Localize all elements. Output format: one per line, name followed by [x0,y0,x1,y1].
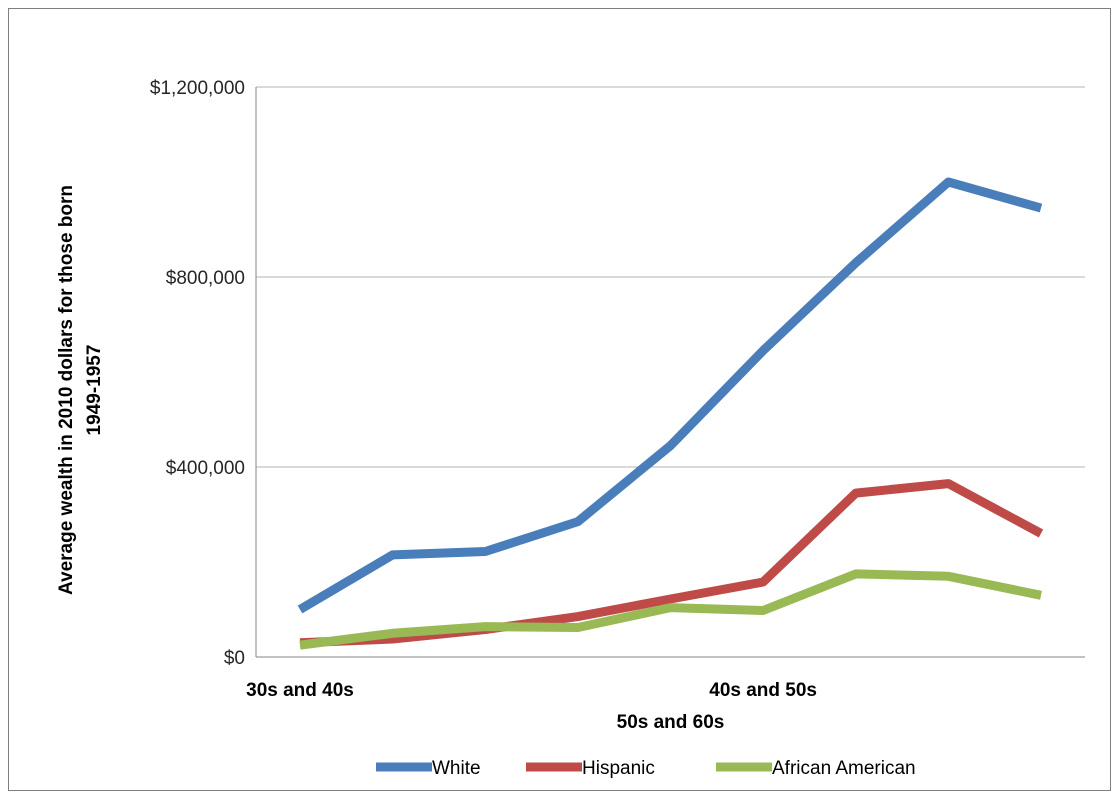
y-axis-label-line-1: Average wealth in 2010 dollars for those… [56,185,77,595]
y-tick-label: $1,200,000 [150,78,245,99]
x-axis-category-labels: 30s and 40s 40s and 50s 50s and 60s [246,680,817,733]
y-tick-label: $0 [224,648,245,669]
y-tick-label: $800,000 [166,268,245,289]
legend-label: White [432,758,481,779]
y-tick-label: $400,000 [166,458,245,479]
y-axis-label-line-2: 1949-1957 [84,345,105,436]
legend-label: African American [772,758,916,779]
series-lines [297,177,1044,650]
y-axis-ticks: $0 $400,000 $800,000 $1,200,000 [150,78,245,669]
legend-label: Hispanic [582,758,655,779]
series-line-hispanic [299,479,1044,648]
x-category-label: 50s and 60s [617,712,725,733]
x-category-label: 40s and 50s [709,680,817,701]
x-category-label: 30s and 40s [246,680,354,701]
series-line-white [297,177,1043,614]
series-line-african-american [299,569,1042,650]
chart-frame [8,8,1111,791]
gridlines [255,86,1085,658]
legend: White Hispanic African American [376,758,916,779]
